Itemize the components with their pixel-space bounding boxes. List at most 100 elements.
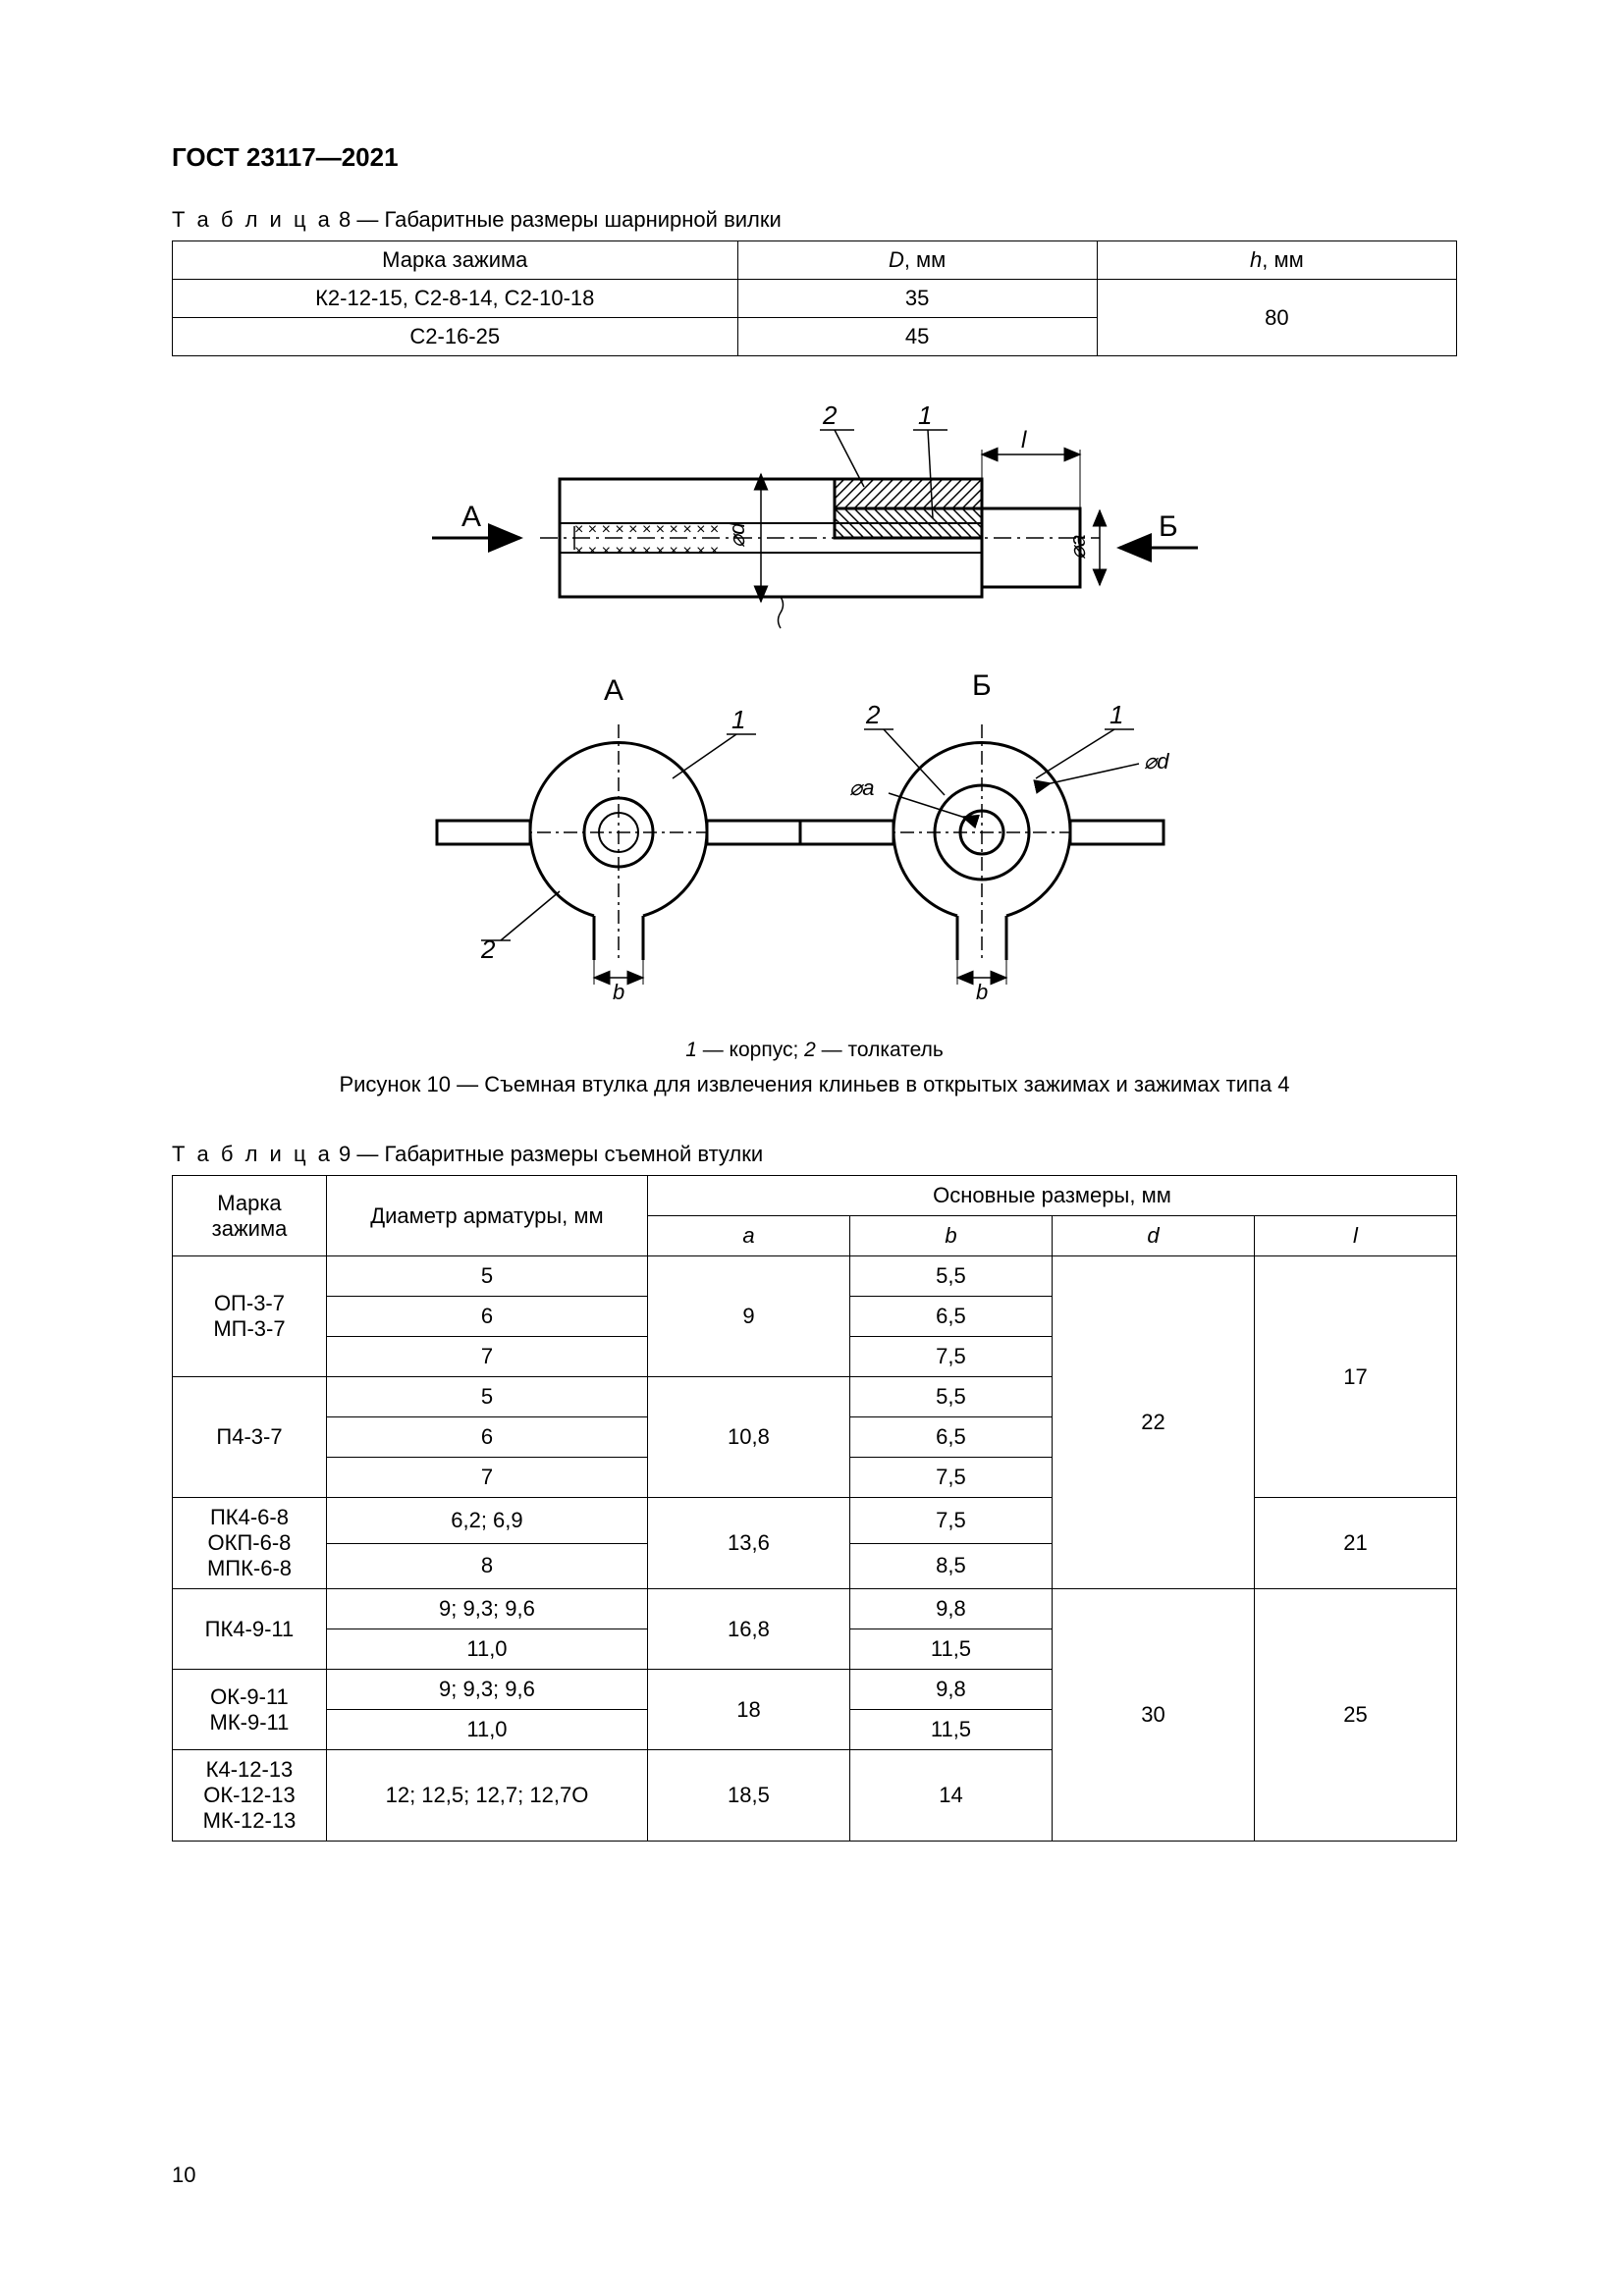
t9-diam: 9; 9,3; 9,6 <box>326 1589 647 1629</box>
t9-diam: 7 <box>326 1337 647 1377</box>
t9-d: 22 <box>1052 1256 1254 1589</box>
callout-1-top: 1 <box>918 400 932 430</box>
unit: , мм <box>904 247 946 272</box>
t9-a: 13,6 <box>647 1498 849 1589</box>
view-B-label: Б <box>972 669 992 702</box>
t9-b: 7,5 <box>849 1458 1052 1498</box>
dim-l: l <box>1021 427 1027 454</box>
caption-text: Габаритные размеры шарнирной вилки <box>385 207 782 232</box>
t9-b: 7,5 <box>849 1337 1052 1377</box>
t9-diam: 5 <box>326 1256 647 1297</box>
t8-r1-D: 35 <box>737 280 1097 318</box>
callout-1-A: 1 <box>731 705 745 734</box>
t9-b: 5,5 <box>849 1256 1052 1297</box>
t8-r1-brand: К2-12-15, С2-8-14, С2-10-18 <box>173 280 738 318</box>
table9-caption: Т а б л и ц а 9 — Габаритные размеры съе… <box>172 1142 1457 1167</box>
t9-diam: 6,2; 6,9 <box>326 1498 647 1544</box>
t9-a: 9 <box>647 1256 849 1377</box>
caption-num: 9 — <box>333 1142 385 1166</box>
callout-1-B: 1 <box>1110 700 1123 729</box>
t9-brand: ОК-9-11МК-9-11 <box>173 1670 327 1750</box>
t9-b: 11,5 <box>849 1629 1052 1670</box>
table9: Марка зажима Диаметр арматуры, мм Основн… <box>172 1175 1457 1842</box>
callout-2-top: 2 <box>822 400 838 430</box>
t9-h-d: d <box>1052 1216 1254 1256</box>
leg2t: — толкатель <box>816 1039 944 1061</box>
t9-brand: ПК4-9-11 <box>173 1589 327 1670</box>
t9-h-b: b <box>849 1216 1052 1256</box>
leg2: 2 <box>804 1039 816 1061</box>
t9-diam: 11,0 <box>326 1629 647 1670</box>
figure10-svg: × × × × × × × × × × × × × × × × × × × × … <box>373 400 1257 1009</box>
t9-b: 9,8 <box>849 1589 1052 1629</box>
t9-h-group: Основные размеры, мм <box>647 1176 1456 1216</box>
sym: D <box>889 247 904 272</box>
t9-h-a: a <box>647 1216 849 1256</box>
t9-diam: 11,0 <box>326 1710 647 1750</box>
t9-a: 18 <box>647 1670 849 1750</box>
t9-brand: ПК4-6-8ОКП-6-8МПК-6-8 <box>173 1498 327 1589</box>
t9-diam: 8 <box>326 1543 647 1589</box>
label-A: А <box>461 501 481 533</box>
t9-h-diam: Диаметр арматуры, мм <box>326 1176 647 1256</box>
t9-brand: ОП-3-7МП-3-7 <box>173 1256 327 1377</box>
t8-h-merged: 80 <box>1097 280 1456 356</box>
leg1: 1 <box>685 1039 697 1061</box>
t9-brand: П4-3-7 <box>173 1377 327 1498</box>
caption-num: 8 — <box>333 207 385 232</box>
t9-b: 9,8 <box>849 1670 1052 1710</box>
t8-r2-brand: С2-16-25 <box>173 318 738 356</box>
figure10-caption: Рисунок 10 — Съемная втулка для извлечен… <box>172 1072 1457 1097</box>
t9-b: 7,5 <box>849 1498 1052 1544</box>
dim-a-top: ⌀a <box>1065 535 1090 560</box>
t9-diam: 12; 12,5; 12,7; 12,7О <box>326 1750 647 1842</box>
svg-text:× × × × × × × × × × ×: × × × × × × × × × × × <box>574 543 719 560</box>
t9-diam: 6 <box>326 1417 647 1458</box>
t9-brand: К4-12-13ОК-12-13МК-12-13 <box>173 1750 327 1842</box>
t9-b: 6,5 <box>849 1417 1052 1458</box>
figure10-legend: 1 — корпус; 2 — толкатель <box>172 1039 1457 1062</box>
t8-h-brand: Марка зажима <box>173 241 738 280</box>
table8: Марка зажима D, мм h, мм К2-12-15, С2-8-… <box>172 240 1457 356</box>
t9-b: 8,5 <box>849 1543 1052 1589</box>
view-A-label: А <box>604 674 623 707</box>
dim-a-B: ⌀a <box>849 775 874 800</box>
caption-text: Габаритные размеры съемной втулки <box>385 1142 764 1166</box>
dim-b-A: b <box>613 980 624 1004</box>
callout-2-B: 2 <box>865 700 881 729</box>
dim-b-B: b <box>976 980 988 1004</box>
t9-l: 17 <box>1254 1256 1456 1498</box>
callout-2-A: 2 <box>480 934 496 964</box>
t9-b: 6,5 <box>849 1297 1052 1337</box>
table8-caption: Т а б л и ц а 8 — Габаритные размеры шар… <box>172 207 1457 233</box>
t9-diam: 9; 9,3; 9,6 <box>326 1670 647 1710</box>
t9-diam: 7 <box>326 1458 647 1498</box>
t9-b: 14 <box>849 1750 1052 1842</box>
t9-h-l: l <box>1254 1216 1456 1256</box>
t9-h-brand: Марка зажима <box>173 1176 327 1256</box>
t9-a: 16,8 <box>647 1589 849 1670</box>
t9-l: 25 <box>1254 1589 1456 1842</box>
t9-d: 30 <box>1052 1589 1254 1842</box>
sym: h <box>1250 247 1262 272</box>
dim-d-B: ⌀d <box>1144 749 1169 774</box>
t9-diam: 5 <box>326 1377 647 1417</box>
figure10: × × × × × × × × × × × × × × × × × × × × … <box>172 400 1457 1014</box>
svg-text:× × × × × × × × × × ×: × × × × × × × × × × × <box>574 521 719 538</box>
t9-diam: 6 <box>326 1297 647 1337</box>
leg1t: — корпус; <box>697 1039 804 1061</box>
t8-h-h: h, мм <box>1097 241 1456 280</box>
caption-word: Т а б л и ц а <box>172 207 333 232</box>
t9-b: 5,5 <box>849 1377 1052 1417</box>
t8-h-D: D, мм <box>737 241 1097 280</box>
caption-word: Т а б л и ц а <box>172 1142 333 1166</box>
t9-a: 18,5 <box>647 1750 849 1842</box>
page-number: 10 <box>172 2163 195 2188</box>
t9-l: 21 <box>1254 1498 1456 1589</box>
unit: , мм <box>1262 247 1303 272</box>
t9-a: 10,8 <box>647 1377 849 1498</box>
label-B: Б <box>1159 510 1178 543</box>
t9-b: 11,5 <box>849 1710 1052 1750</box>
doc-header: ГОСТ 23117—2021 <box>172 142 1457 173</box>
t8-r2-D: 45 <box>737 318 1097 356</box>
